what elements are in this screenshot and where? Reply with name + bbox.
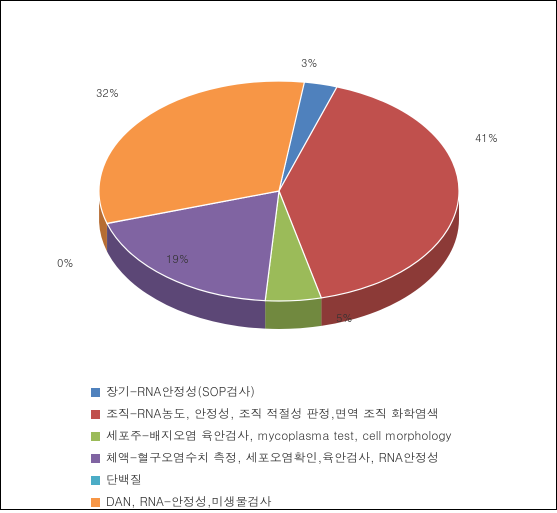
legend-swatch [91,432,100,441]
legend-label: 세포주-배지오염 육안검사, mycoplasma test, cell mor… [106,425,451,447]
pie-chart [1,1,557,381]
slice-pct-label: 19% [166,252,189,267]
legend-swatch [91,498,100,507]
legend-item: 장기-RNA안정성(SOP검사) [91,381,451,403]
legend-item: 조직-RNA농도, 안정성, 조직 적절성 판정,면역 조직 화학염색 [91,403,451,425]
slice-pct-label: 3% [301,56,318,71]
legend-item: 단백질 [91,469,451,491]
legend-item: 체액-혈구오염수치 측정, 세포오염확인,육안검사, RNA안정성 [91,447,451,469]
slice-pct-label: 5% [336,311,353,326]
legend-label: 장기-RNA안정성(SOP검사) [106,381,255,403]
legend-label: 체액-혈구오염수치 측정, 세포오염확인,육안검사, RNA안정성 [106,447,439,469]
legend-item: 세포주-배지오염 육안검사, mycoplasma test, cell mor… [91,425,451,447]
legend-swatch [91,454,100,463]
slice-pct-label: 32% [96,86,119,101]
slice-pct-label: 41% [475,131,498,146]
legend-label: 단백질 [106,469,142,491]
pie-side [265,298,321,329]
legend-swatch [91,476,100,485]
legend: 장기-RNA안정성(SOP검사)조직-RNA농도, 안정성, 조직 적절성 판정… [91,381,451,513]
legend-swatch [91,388,100,397]
chart-container: 3% 41% 5% 19% 0% 32% 장기-RNA안정성(SOP검사)조직-RNA농도… [0,0,557,510]
legend-label: 조직-RNA농도, 안정성, 조직 적절성 판정,면역 조직 화학염색 [106,403,439,425]
legend-swatch [91,410,100,419]
slice-pct-label: 0% [57,256,74,271]
